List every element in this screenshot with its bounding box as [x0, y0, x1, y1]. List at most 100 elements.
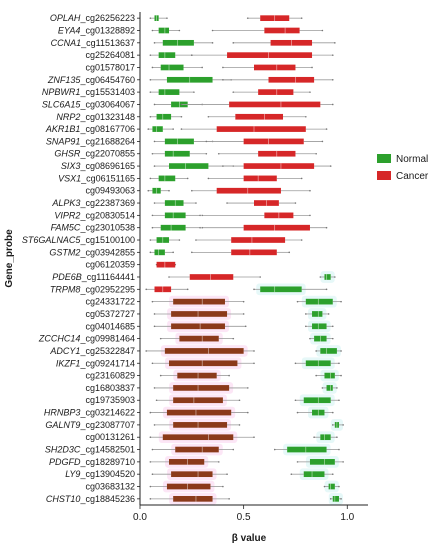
probe-id: _cg09241714 — [79, 358, 135, 368]
probe-id: _cg01328892 — [79, 25, 135, 35]
y-tick-label-cg01328892: EYA4_cg01328892 — [58, 25, 135, 35]
gene-name: VSX1 — [58, 173, 81, 183]
y-tick-label-cg15531403: NPBWR1_cg15531403 — [42, 87, 135, 97]
normal-cg09241714-max-point — [338, 362, 340, 365]
legend-swatch-normal — [377, 154, 391, 163]
cancer-cg18289710-box — [169, 459, 205, 465]
cancer-cg09493063-box — [216, 187, 281, 194]
probe-id: _cg18845236 — [79, 494, 135, 504]
probe-id: _cg11513637 — [80, 38, 135, 48]
cancer-cg18845236-box — [173, 496, 213, 502]
cancer-cg24331722-min-point — [151, 300, 154, 303]
cancer-cg23160829-box — [177, 372, 217, 379]
cancer-cg03214622-max-point — [246, 411, 249, 414]
cancer-cg08696165-min-point — [222, 165, 224, 167]
normal-cg03214622-max-point — [331, 411, 334, 414]
probe-id: _cg26256223 — [79, 13, 135, 23]
cancer-cg06454760-max-point — [331, 78, 334, 81]
cancer-cg04014685-max-point — [244, 325, 247, 328]
normal-cg03064067-min-point — [153, 103, 156, 106]
cancer-cg15100100-max-point — [300, 239, 303, 241]
normal-cg15531403-box — [158, 89, 180, 95]
gene-name: NPBWR1 — [42, 87, 81, 97]
y-tick-label-cg18845236: CHST10_cg18845236 — [46, 494, 135, 504]
y-tick-label-cg06454760: ZNF135_cg06454760 — [47, 75, 135, 85]
x-axis-title: β value — [232, 533, 267, 544]
cancer-cg18289710-min-point — [149, 461, 152, 463]
gene-name: FAM5C — [51, 223, 81, 233]
cancer-cg06151165-box — [243, 175, 277, 182]
x-tick-label: 0.5 — [237, 512, 251, 523]
normal-cg25322847-box — [320, 348, 337, 354]
normal-cg15531403-min-point — [149, 91, 152, 93]
y-tick-label-cg19735903: cg19735903 — [85, 395, 135, 405]
cancer-cg03683132-max-point — [222, 485, 224, 488]
normal-cg05372727-box — [312, 311, 323, 317]
normal-cg13904520-max-point — [331, 473, 334, 475]
cancer-cg20830514-min-point — [201, 214, 203, 217]
cancer-cg06151165-min-point — [207, 177, 210, 180]
cancer-cg21688264-max-point — [321, 140, 324, 143]
normal-cg23087707-min-point — [331, 424, 334, 426]
y-tick-label-cg00131261: cg00131261 — [85, 432, 135, 442]
cancer-cg11164441-max-point — [259, 276, 262, 278]
gene-name: SNAP91 — [46, 136, 81, 146]
normal-cg13904520-min-point — [290, 473, 293, 475]
normal-cg20830514-min-point — [151, 214, 154, 217]
probe-id: _cg06454760 — [79, 75, 135, 85]
cancer-cg09493063-min-point — [191, 189, 193, 192]
normal-cg16803837-min-point — [321, 387, 324, 389]
y-tick-label-cg03942855: GSTM2_cg03942855 — [49, 247, 135, 257]
box-layer — [145, 15, 344, 502]
cancer-cg01328892-box — [264, 27, 300, 34]
gene-name: GALNT9 — [45, 420, 80, 430]
probe-id: _cg18289710 — [79, 457, 135, 467]
y-tick-label-cg14582501: SH2D3C_cg14582501 — [45, 445, 135, 455]
y-tick-label-cg05372727: cg05372727 — [85, 309, 135, 319]
cancer-cg09981464-max-point — [232, 337, 235, 340]
cancer-cg23010538-min-point — [201, 226, 203, 229]
probe-id: _cg22387369 — [79, 198, 135, 208]
y-tick-label-cg23010538: FAM5C_cg23010538 — [51, 223, 135, 233]
y-tick-label-cg08696165: SIX3_cg08696165 — [61, 161, 135, 171]
normal-cg03942855-box — [154, 249, 165, 256]
probe-id: _cg21688264 — [79, 136, 135, 146]
normal-cg01323148-box — [156, 113, 172, 120]
cancer-cg21688264-min-point — [205, 140, 208, 143]
y-tick-label-cg03214622: HRNBP3_cg03214622 — [44, 408, 135, 418]
cancer-cg03942855-min-point — [191, 251, 193, 254]
normal-cg03942855-max-point — [172, 251, 174, 254]
cancer-cg16803837-max-point — [246, 387, 249, 389]
y-tick-label-cg24331722: cg24331722 — [85, 297, 135, 307]
cancer-cg08167706-min-point — [180, 128, 183, 130]
gene-name: VIPR2 — [54, 210, 80, 220]
normal-cg16803837-box — [326, 385, 333, 391]
y-tick-label-cg18289710: PDGFD_cg18289710 — [49, 457, 135, 467]
probe-id: _cg23087707 — [79, 420, 135, 430]
normal-cg00131261-box — [320, 434, 331, 441]
normal-cg18845236-box — [332, 496, 339, 502]
normal-cg03214622-min-point — [296, 411, 299, 414]
normal-cg04014685-min-point — [305, 325, 307, 328]
y-tick-label-cg22070855: GHSR_cg22070855 — [54, 149, 135, 159]
probe-id: _cg06151165 — [80, 173, 135, 183]
gene-name: IKZF1 — [56, 358, 81, 368]
normal-cg01578017-max-point — [201, 66, 203, 69]
cancer-cg03683132-min-point — [149, 485, 152, 488]
cancer-cg14582501-max-point — [232, 448, 235, 451]
normal-cg16803837-max-point — [336, 387, 338, 389]
cancer-cg22070855-max-point — [315, 152, 317, 155]
normal-cg11164441-min-point — [319, 276, 322, 278]
cancer-cg19735903-box — [173, 397, 223, 404]
normal-cg23160829-max-point — [340, 374, 342, 377]
normal-cg18289710-min-point — [296, 461, 299, 463]
y-tick-label-cg15100100: ST6GALNAC5_cg15100100 — [22, 235, 135, 245]
normal-cg02952295-box — [260, 286, 302, 293]
normal-cg01323148-max-point — [180, 115, 183, 118]
normal-cg20830514-box — [164, 212, 186, 219]
gene-name: HRNBP3 — [44, 408, 81, 418]
cancer-cg01323148-box — [235, 113, 284, 120]
cancer-cg01578017-min-point — [222, 66, 224, 69]
normal-cg04014685-box — [312, 323, 327, 330]
normal-cg25264081-min-point — [149, 54, 152, 56]
